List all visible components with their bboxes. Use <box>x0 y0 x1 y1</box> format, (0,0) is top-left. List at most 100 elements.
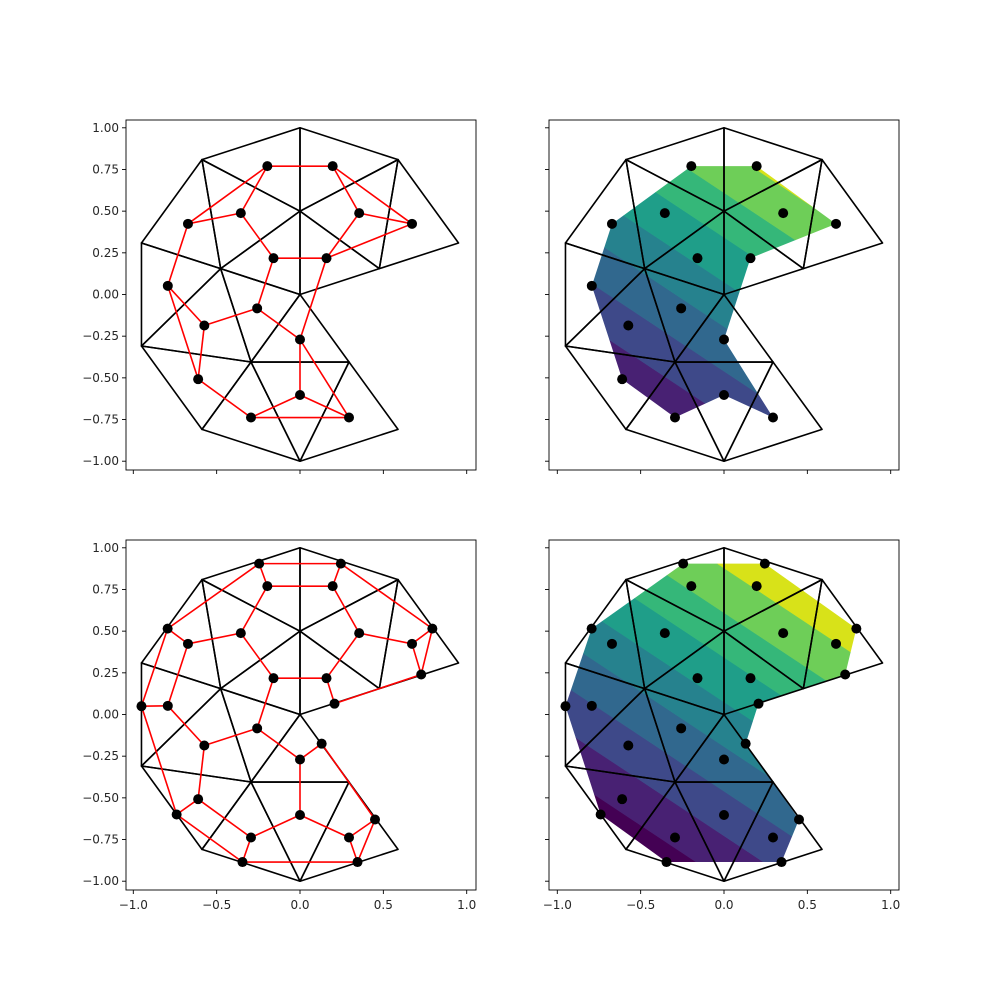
data-point <box>692 253 703 264</box>
data-point <box>676 303 687 314</box>
data-point <box>321 673 332 684</box>
data-points <box>560 558 862 868</box>
dual-edge <box>334 673 422 705</box>
data-point <box>352 857 363 868</box>
mesh-triangle <box>723 630 805 716</box>
y-tick-label: −0.75 <box>82 413 119 427</box>
dual-edge <box>299 814 350 839</box>
contour-band <box>591 166 837 418</box>
y-tick-label: 0.75 <box>92 582 119 596</box>
y-tick-label: 0.50 <box>92 204 119 218</box>
dual-edge <box>204 727 258 747</box>
data-point <box>831 218 842 229</box>
data-point <box>252 723 263 734</box>
data-point <box>595 809 606 820</box>
data-point <box>851 623 862 634</box>
data-point <box>235 628 246 639</box>
dual-edge <box>167 705 205 747</box>
data-point <box>617 374 628 385</box>
y-tick-label: 0.50 <box>92 624 119 638</box>
mesh-triangle <box>674 293 774 363</box>
x-tick-label: −0.5 <box>626 898 655 912</box>
y-tick-label: 0.25 <box>92 246 119 260</box>
y-tick-label: −0.50 <box>82 371 119 385</box>
y-tick-label: −0.25 <box>82 329 119 343</box>
data-point <box>316 738 327 749</box>
data-point <box>606 638 617 649</box>
dual-edge <box>240 212 275 259</box>
data-point <box>776 857 787 868</box>
contour-band <box>591 166 837 418</box>
data-point <box>719 754 729 765</box>
data-point <box>416 669 427 680</box>
data-point <box>586 280 597 291</box>
dual-edge <box>167 285 199 380</box>
data-point <box>719 390 729 401</box>
y-tick-label: 1.00 <box>92 541 119 555</box>
dual-edge <box>325 212 360 259</box>
data-point <box>407 638 418 649</box>
dual-edge <box>256 677 275 729</box>
data-points <box>586 161 842 423</box>
dual-edge <box>204 307 258 327</box>
data-point <box>740 738 751 749</box>
y-tick-label: −1.00 <box>82 874 119 888</box>
data-point <box>344 832 355 843</box>
dual-edge <box>332 165 413 225</box>
triangle-mesh <box>564 127 884 463</box>
data-point <box>686 581 697 592</box>
data-point <box>768 832 779 843</box>
data-point <box>344 412 355 423</box>
dual-edge <box>299 394 350 419</box>
data-point <box>661 857 672 868</box>
y-tick-label: 0.25 <box>92 666 119 680</box>
data-point <box>768 412 779 423</box>
data-point <box>719 334 729 345</box>
data-point <box>354 208 365 219</box>
data-point <box>262 161 273 172</box>
y-tick-label: 0.00 <box>92 288 119 302</box>
data-point <box>199 740 210 751</box>
data-point <box>407 218 418 229</box>
data-point <box>751 581 762 592</box>
data-point <box>245 832 256 843</box>
panel-top-left: −1.00 −0.75 −0.50 −0.25 0.00 0.25 0.50 0.75 1.00 <box>82 119 477 474</box>
data-point <box>262 581 273 592</box>
contour-band <box>591 166 837 418</box>
contour-band <box>565 563 857 863</box>
dual-edge <box>140 705 178 815</box>
data-point <box>182 218 193 229</box>
data-point <box>295 810 305 821</box>
x-tick-label: 0.5 <box>798 898 817 912</box>
y-tick-label: −0.50 <box>82 791 119 805</box>
y-tick-label: 1.00 <box>92 121 119 135</box>
data-point <box>162 280 173 291</box>
data-point <box>427 623 438 634</box>
data-point <box>745 253 756 264</box>
mesh-triangle <box>674 713 774 783</box>
dual-edge <box>140 628 169 707</box>
data-point <box>623 740 634 751</box>
data-point <box>586 623 597 634</box>
data-point <box>162 700 173 711</box>
dual-edge <box>340 562 433 630</box>
data-point <box>669 832 680 843</box>
triangle-mesh <box>564 546 884 883</box>
data-point <box>794 814 805 825</box>
dual-graph <box>167 165 413 419</box>
dual-edge <box>420 628 434 675</box>
x-tick-label: 0.5 <box>374 898 393 912</box>
dual-edge <box>348 818 376 839</box>
dual-edge <box>331 585 360 634</box>
x-tick-label: 0.0 <box>714 898 733 912</box>
contour-band <box>591 166 837 418</box>
dual-edge <box>167 285 205 327</box>
y-tick-label: 0.00 <box>92 708 119 722</box>
x-tick-label: 1.0 <box>881 898 900 912</box>
dual-edge <box>256 307 301 341</box>
data-point <box>354 628 365 639</box>
mesh-triangle <box>378 158 460 270</box>
dual-edge <box>197 378 252 419</box>
contour-band <box>565 563 857 863</box>
data-point <box>753 698 764 709</box>
